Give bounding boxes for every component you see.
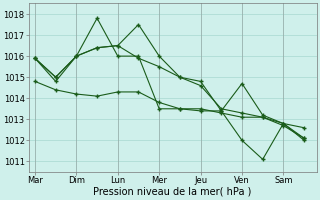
X-axis label: Pression niveau de la mer( hPa ): Pression niveau de la mer( hPa ) xyxy=(93,187,252,197)
